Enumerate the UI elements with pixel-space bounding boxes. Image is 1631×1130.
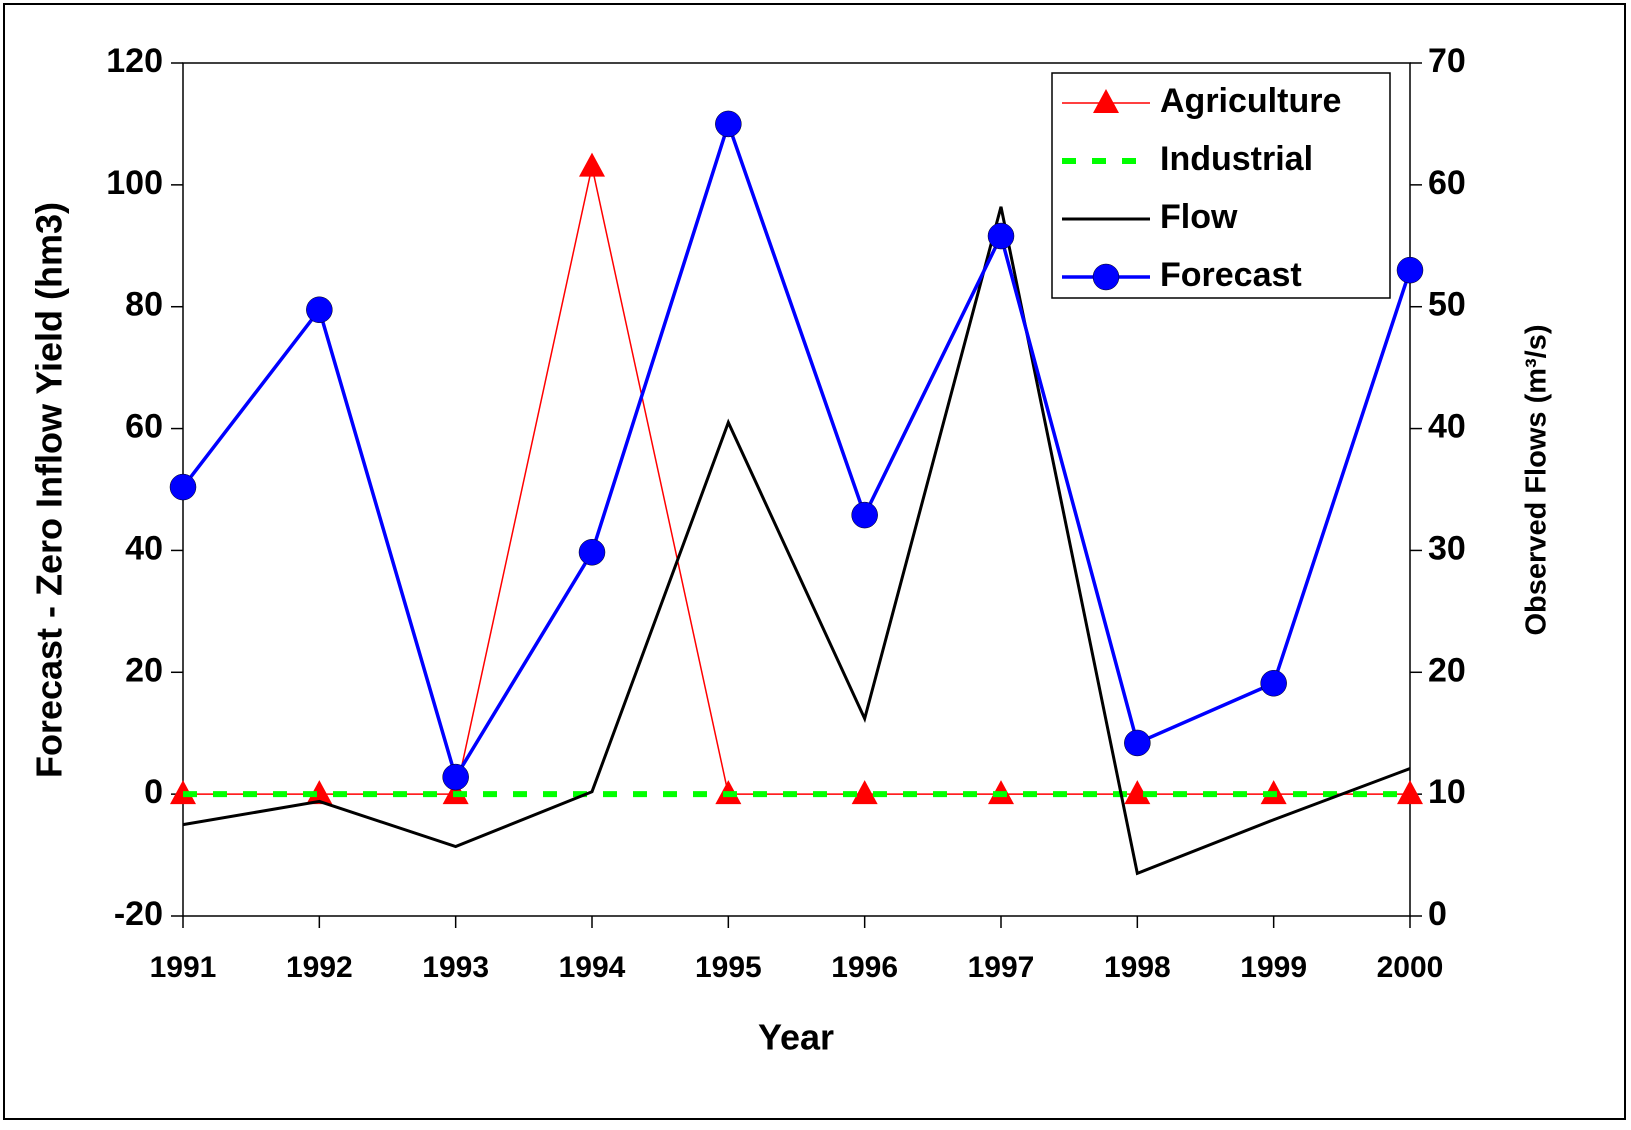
y-tick-label: 60 xyxy=(125,408,163,446)
x-tick-label: 1991 xyxy=(150,951,217,984)
x-tick-label: 1996 xyxy=(831,951,898,984)
data-point xyxy=(851,501,878,529)
data-point xyxy=(169,473,197,501)
series-line xyxy=(182,206,1411,876)
y-tick-label: 80 xyxy=(125,286,163,324)
y2-tick-label: 10 xyxy=(1428,773,1466,811)
x-tick-label: 2000 xyxy=(1377,951,1444,984)
y2-tick-label: 60 xyxy=(1428,164,1466,202)
y-tick-label: -20 xyxy=(114,895,163,933)
y-tick-label: 100 xyxy=(106,164,163,202)
data-point xyxy=(578,539,606,566)
y2-tick-label: 50 xyxy=(1428,286,1466,324)
data-point xyxy=(1397,780,1423,805)
legend-marker xyxy=(1093,89,1119,113)
x-tick-label: 1994 xyxy=(559,951,626,984)
y2-tick-label: 20 xyxy=(1428,651,1466,689)
x-axis-title: Year xyxy=(758,1017,834,1058)
y-axis-title: Forecast - Zero Inflow Yield (hm3) xyxy=(29,202,70,778)
x-tick-label: 1999 xyxy=(1240,951,1307,984)
y-tick-label: 40 xyxy=(125,529,163,567)
y2-tick-label: 40 xyxy=(1428,408,1466,446)
data-point xyxy=(306,296,333,324)
legend-label: Forecast xyxy=(1160,256,1302,294)
x-tick-label: 1995 xyxy=(695,951,762,984)
data-point xyxy=(1124,780,1151,805)
x-tick-label: 1992 xyxy=(286,951,353,984)
data-point xyxy=(1260,670,1287,697)
legend-label: Industrial xyxy=(1160,140,1313,178)
data-point xyxy=(579,152,605,177)
series-line xyxy=(181,118,1412,782)
data-point xyxy=(1124,729,1151,757)
y-tick-label: 20 xyxy=(125,651,163,689)
y-tick-label: 0 xyxy=(144,773,163,811)
y2-tick-label: 0 xyxy=(1428,895,1447,933)
x-tick-label: 1993 xyxy=(422,951,489,984)
legend-marker xyxy=(1092,263,1120,291)
legend-label: Flow xyxy=(1160,198,1238,236)
y2-tick-label: 70 xyxy=(1428,42,1466,80)
x-tick-label: 1998 xyxy=(1104,951,1171,984)
legend-label: Agriculture xyxy=(1160,82,1341,120)
data-point xyxy=(442,763,469,791)
data-point xyxy=(851,780,878,805)
y2-tick-label: 30 xyxy=(1428,529,1466,567)
data-point xyxy=(306,780,333,805)
data-point xyxy=(1396,256,1424,284)
x-tick-label: 1997 xyxy=(968,951,1035,984)
data-point xyxy=(987,222,1015,250)
y-tick-label: 120 xyxy=(106,42,163,80)
data-point xyxy=(715,110,742,138)
y2-axis-title: Observed Flows (m³/s) xyxy=(1521,324,1553,635)
